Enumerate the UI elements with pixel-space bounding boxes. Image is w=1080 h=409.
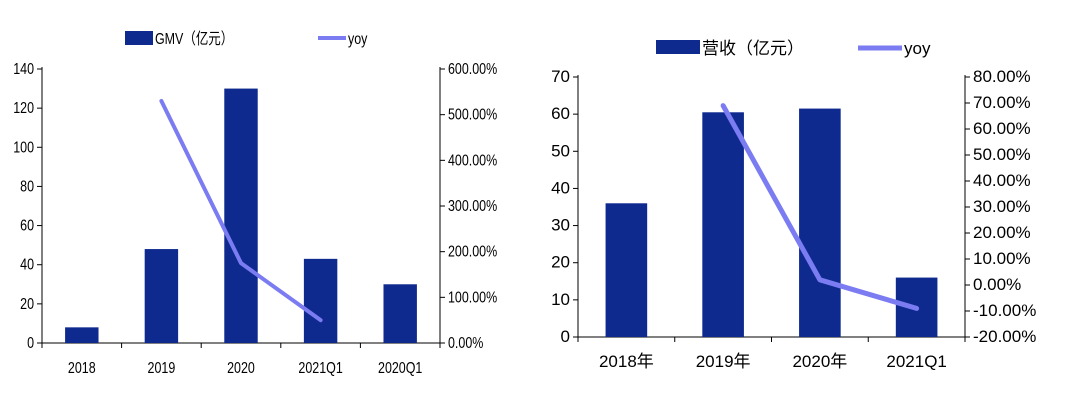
left-tick-label: 40 (551, 178, 570, 197)
legend-line-label: yoy (904, 39, 931, 58)
right-tick-label: 20.00% (973, 223, 1031, 242)
left-tick-label: 20 (20, 295, 34, 313)
left-tick-label: 60 (551, 104, 570, 123)
left-tick-label: 0 (27, 335, 34, 353)
left-tick-label: 100 (13, 139, 34, 157)
right-tick-label: 600.00% (448, 61, 497, 79)
x-tick-label: 2020年 (792, 352, 847, 371)
left-tick-label: 20 (551, 253, 570, 272)
right-tick-label: 40.00% (973, 171, 1031, 190)
left-tick-label: 40 (20, 256, 34, 274)
bar (383, 284, 417, 343)
right-tick-label: 500.00% (448, 106, 497, 124)
left-tick-label: 70 (551, 67, 570, 86)
right-tick-label: 10.00% (973, 249, 1031, 268)
right-tick-label: 200.00% (448, 243, 497, 261)
legend-bar-swatch (656, 40, 700, 54)
left-tick-label: 0 (561, 327, 570, 346)
right-tick-label: 70.00% (973, 93, 1031, 112)
bar (144, 249, 179, 343)
x-tick-label: 2021Q1 (298, 360, 342, 378)
bar (799, 108, 841, 337)
bar (303, 258, 338, 343)
right-tick-label: 80.00% (973, 67, 1031, 86)
right-tick-label: 0.00% (973, 275, 1021, 294)
x-tick-label: 2019年 (696, 352, 751, 371)
left-tick-label: 10 (551, 290, 570, 309)
right-tick-label: 0.00% (448, 335, 484, 353)
left-tick-label: 80 (20, 178, 34, 196)
gmv-chart: 0 20 40 60 80 100 120 140 0.00% 100.00% 200.00% 300… (13, 30, 497, 378)
x-tick-label: 2019 (148, 360, 176, 378)
bar (224, 88, 258, 343)
x-tick-label: 2020Q1 (378, 360, 422, 378)
right-tick-label: 400.00% (448, 152, 497, 170)
x-tick-label: 2021Q1 (886, 352, 947, 371)
right-tick-label: -20.00% (973, 327, 1036, 346)
right-tick-label: 300.00% (448, 198, 497, 216)
left-tick-label: 140 (13, 61, 34, 79)
legend-bar-label: GMV（亿元） (155, 30, 233, 49)
right-tick-label: -10.00% (973, 301, 1036, 320)
left-tick-label: 120 (13, 100, 34, 118)
revenue-chart: 0 10 20 30 40 50 60 70 -20.00% -10.00% 0.00% 10.00%… (551, 39, 1036, 371)
right-tick-label: 60.00% (973, 119, 1031, 138)
x-tick-label: 2018年 (599, 352, 654, 371)
left-tick-label: 50 (551, 141, 570, 160)
bar (702, 112, 744, 338)
bar (605, 203, 648, 337)
left-tick-label: 30 (551, 216, 570, 235)
right-tick-label: 100.00% (448, 289, 497, 307)
x-tick-label: 2020 (227, 360, 255, 378)
right-tick-label: 50.00% (973, 145, 1031, 164)
left-tick-label: 60 (20, 217, 34, 235)
x-tick-label: 2018 (68, 360, 96, 378)
legend-bar-label: 营收（亿元） (702, 39, 804, 58)
bar (65, 327, 99, 343)
legend-bar-swatch (125, 31, 153, 45)
legend-line-label: yoy (348, 31, 368, 49)
right-tick-label: 30.00% (973, 197, 1031, 216)
